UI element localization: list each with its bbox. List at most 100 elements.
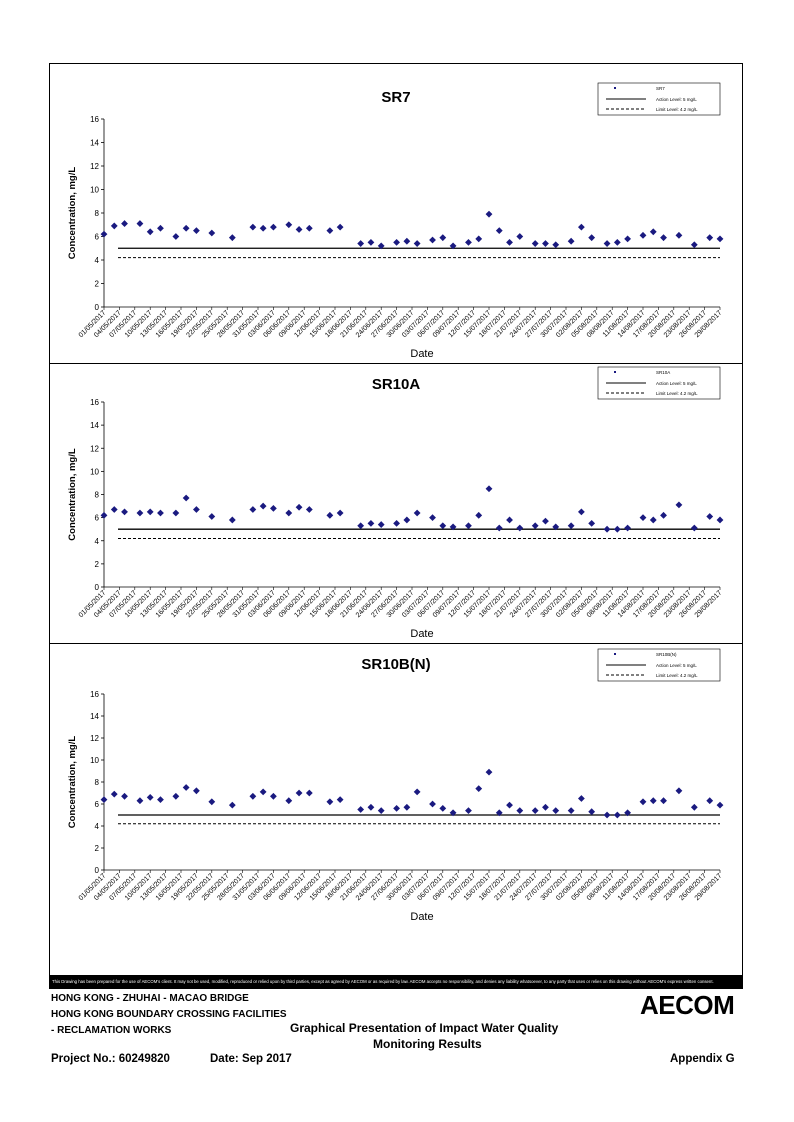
y-tick-label: 0 [95, 303, 100, 312]
legend-label-limit: Limit Level: 4.2 mg/L [656, 391, 698, 396]
y-tick-label: 10 [90, 186, 99, 195]
data-point [377, 242, 385, 250]
data-point [588, 520, 596, 527]
data-point [639, 514, 647, 522]
chart-sr10b: SR10B(N) SR10B(N) Action Level: 5 mg/L Limi… [67, 648, 724, 923]
data-point [439, 522, 447, 530]
data-point [100, 230, 108, 238]
data-point [439, 805, 447, 812]
data-point [326, 798, 334, 806]
data-point [136, 797, 144, 805]
chart-title: SR10A [372, 376, 421, 393]
data-point [639, 798, 647, 806]
data-point [357, 806, 365, 813]
data-point [146, 508, 154, 516]
data-point [182, 494, 190, 502]
data-point [506, 801, 513, 809]
chart-legend: SR7 Action Level: 5 mg/L Limit Level: 4.2 … [597, 82, 721, 116]
legend-label-action: Action Level: 5 mg/L [656, 663, 697, 668]
data-point [624, 524, 631, 532]
data-point [578, 508, 585, 516]
legend-label-limit: Limit Level: 4.2 mg/L [656, 107, 698, 112]
data-point [495, 227, 503, 235]
y-tick-label: 4 [95, 822, 100, 831]
legend-marker-2 [614, 653, 616, 655]
data-point [603, 525, 611, 533]
data-point [136, 220, 144, 227]
data-point [690, 524, 698, 532]
y-tick-label: 2 [95, 844, 100, 853]
data-point [193, 506, 200, 513]
data-point [567, 237, 575, 245]
data-point [228, 234, 236, 242]
y-tick-label: 4 [95, 537, 100, 546]
data-point [121, 220, 128, 227]
data-point [449, 809, 457, 817]
data-point [146, 228, 154, 236]
data-point [259, 224, 267, 232]
data-point [259, 788, 267, 796]
data-point [485, 210, 493, 218]
data-point [531, 522, 539, 530]
data-point [495, 524, 503, 532]
y-tick-label: 16 [90, 115, 99, 124]
y-tick-label: 12 [90, 734, 99, 743]
data-point [624, 235, 631, 243]
data-point [249, 506, 257, 513]
data-point [270, 792, 277, 800]
data-point [403, 516, 411, 524]
data-point [506, 238, 513, 246]
data-point [157, 509, 164, 517]
data-point [675, 501, 683, 509]
y-tick-label: 10 [90, 756, 99, 765]
data-point [121, 508, 128, 516]
x-axis-label: Date [410, 348, 433, 360]
data-point [613, 525, 621, 533]
data-point [660, 234, 667, 242]
data-point [552, 241, 560, 249]
data-point [403, 803, 411, 811]
data-point [295, 503, 303, 511]
data-point [305, 224, 313, 232]
data-point [475, 785, 483, 792]
data-point [413, 509, 421, 517]
data-point [706, 513, 714, 520]
data-point [716, 801, 724, 809]
drawing-frame: SR7 SR7 Action Level: 5 mg/L Limit Level: 4… [49, 63, 743, 989]
data-point [249, 792, 257, 800]
data-point [270, 223, 277, 231]
data-point [295, 789, 303, 797]
data-point [146, 794, 154, 801]
data-point [675, 231, 683, 239]
data-point [465, 522, 472, 530]
project-line-1: HONG KONG - ZHUHAI - MACAO BRIDGE [51, 993, 249, 1004]
y-tick-label: 10 [90, 467, 99, 476]
y-tick-label: 6 [95, 800, 100, 809]
data-point [706, 797, 714, 805]
y-tick-label: 4 [95, 256, 100, 265]
data-point [377, 521, 385, 528]
data-point [403, 237, 411, 245]
data-point [377, 807, 385, 814]
y-tick-label: 12 [90, 162, 99, 171]
data-point [624, 809, 631, 817]
data-point [567, 807, 575, 814]
data-point [675, 787, 683, 795]
project-number: Project No.: 60249820 [51, 1053, 170, 1065]
data-point [393, 238, 400, 246]
y-tick-label: 8 [95, 209, 100, 218]
chart-legend: SR10B(N) Action Level: 5 mg/L Limit Level:… [597, 648, 721, 682]
data-point [690, 241, 698, 249]
data-point [567, 522, 575, 530]
data-point [285, 797, 293, 805]
data-point [485, 485, 493, 493]
data-point [110, 222, 118, 230]
data-point [449, 242, 457, 250]
data-point [305, 789, 313, 797]
appendix-label: Appendix G [670, 1053, 735, 1065]
legend-label-limit: Limit Level: 4.2 mg/L [656, 673, 698, 678]
data-point [136, 509, 144, 517]
legend-label-action: Action Level: 5 mg/L [656, 381, 697, 386]
drawing-title-line-2: Monitoring Results [373, 1037, 482, 1051]
data-point [531, 240, 539, 247]
